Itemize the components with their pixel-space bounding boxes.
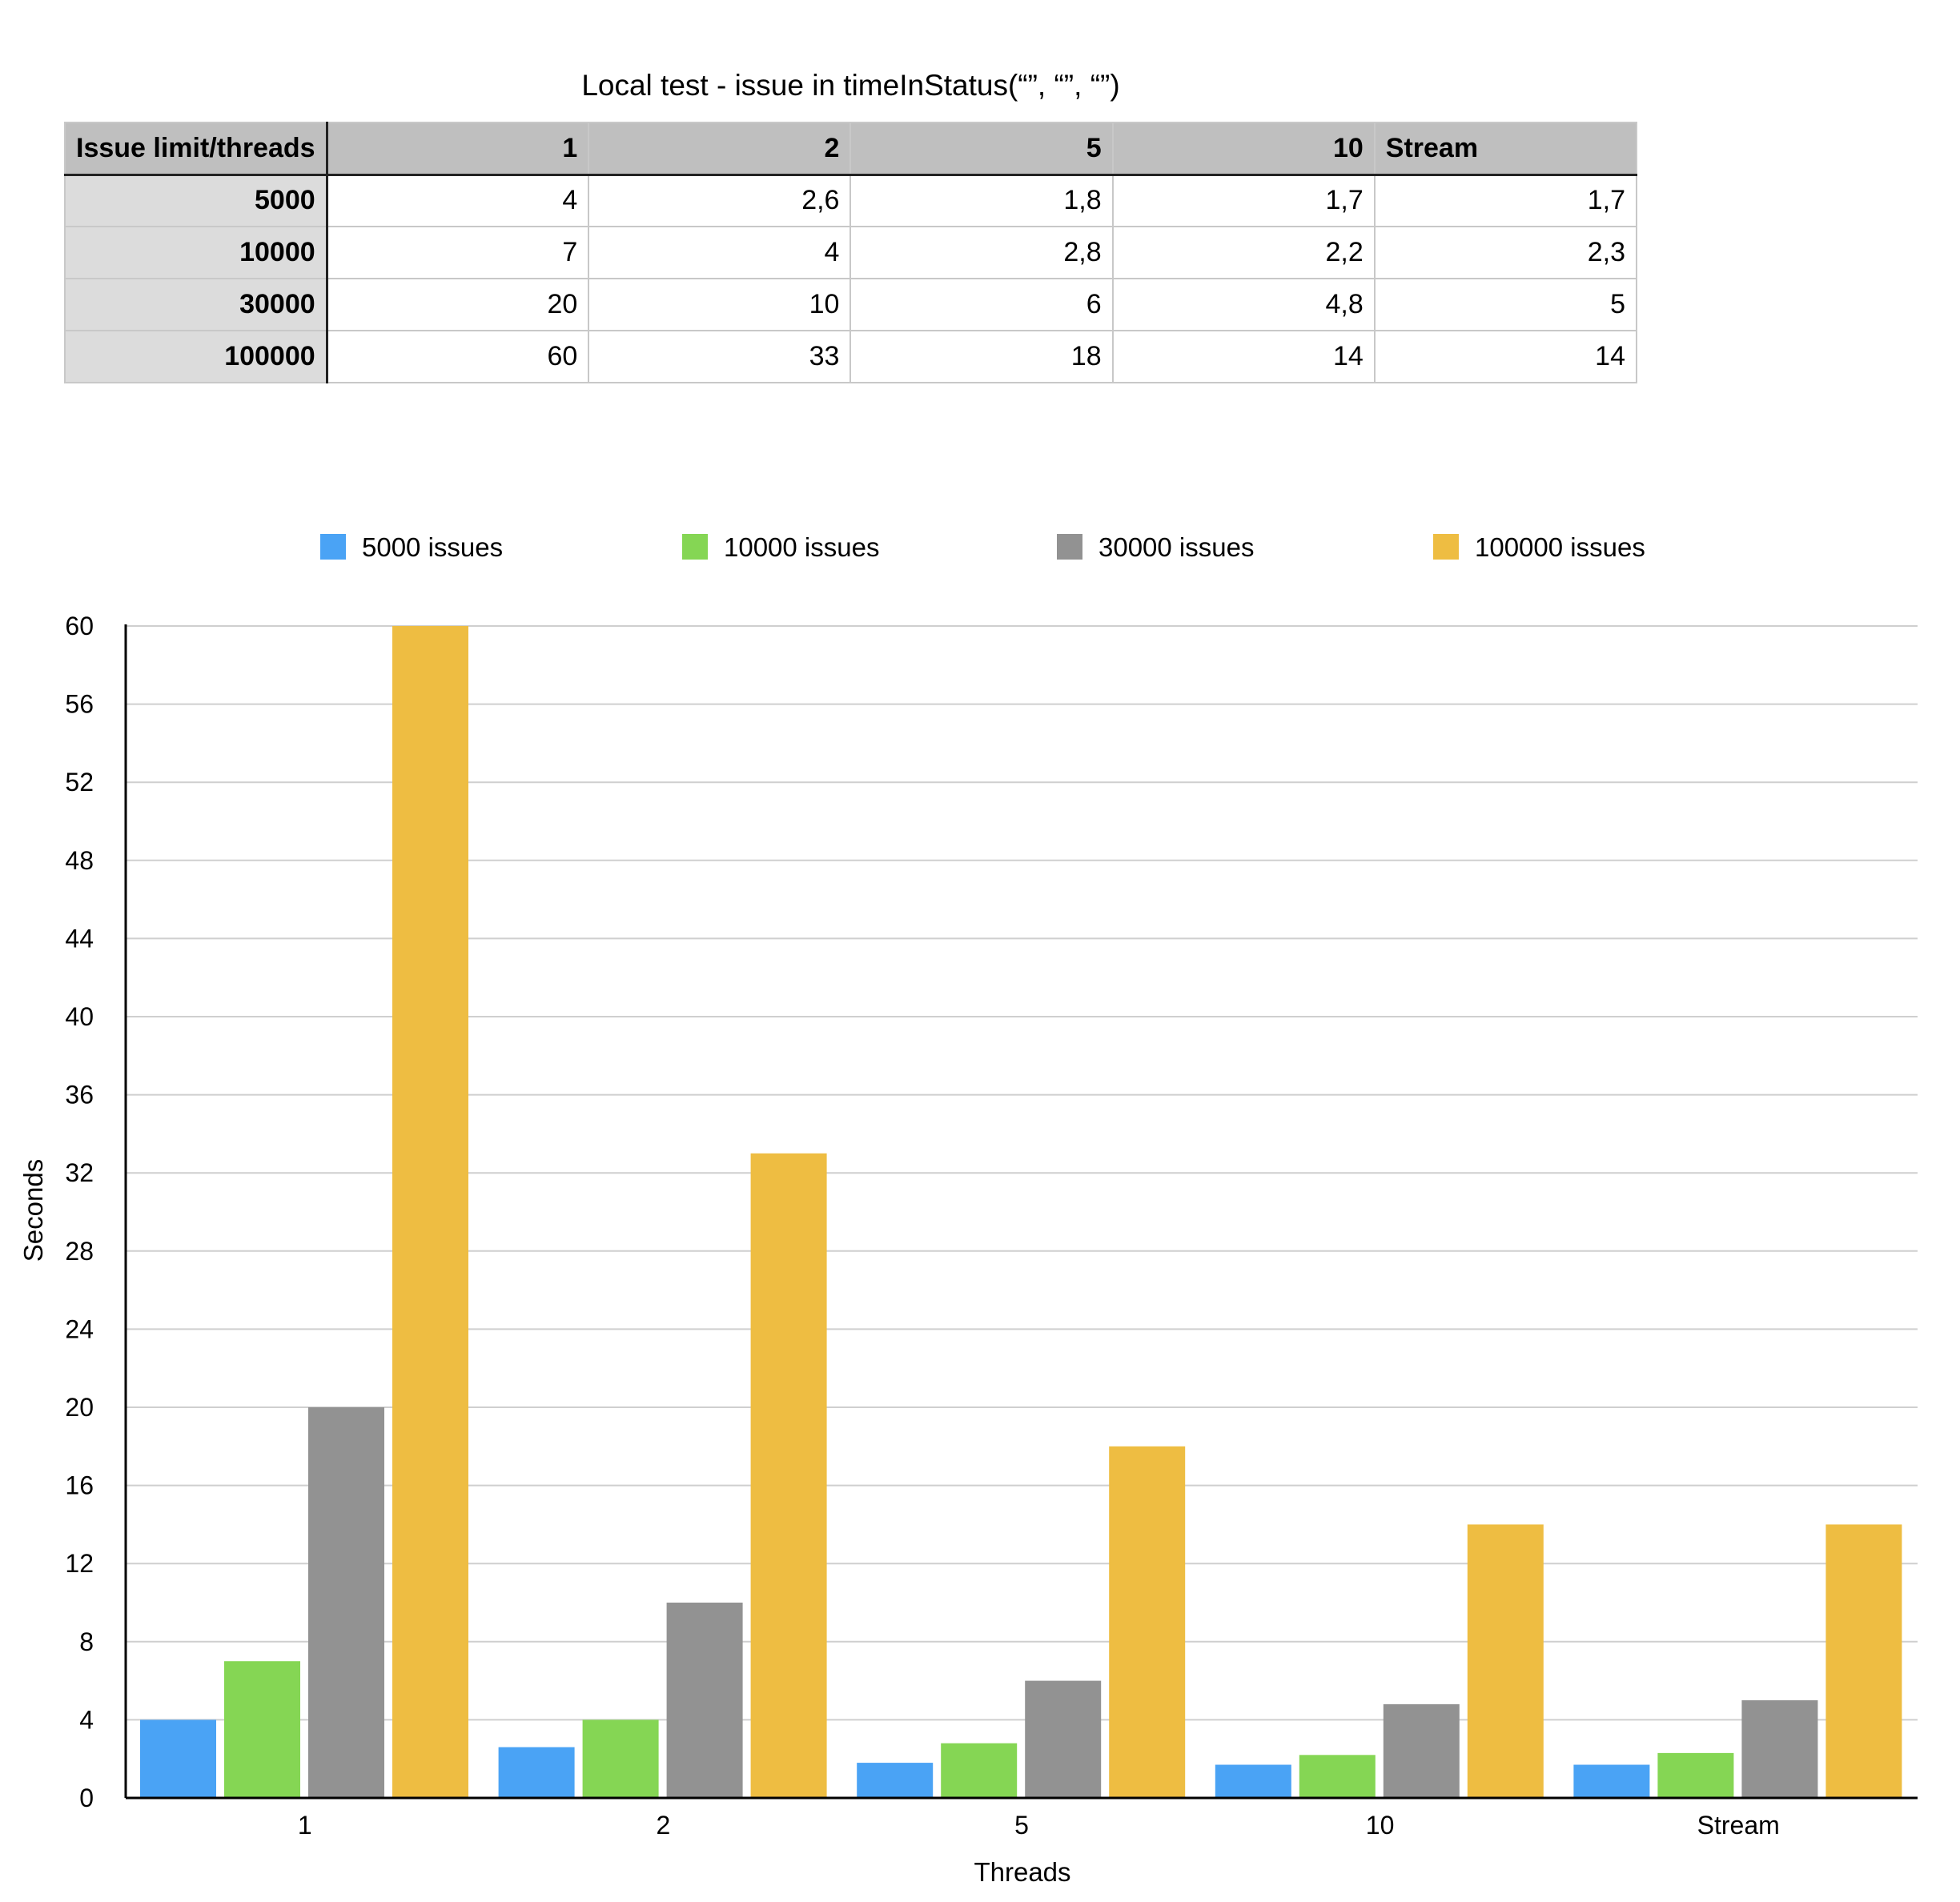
table-cell: 2,8 xyxy=(849,226,1114,279)
bar xyxy=(1215,1764,1291,1798)
data-table: Issue limit/threads 1 2 5 10 Stream 5000… xyxy=(63,122,1638,383)
bar xyxy=(857,1763,934,1798)
legend-swatch xyxy=(1057,534,1082,560)
y-tick-label: 60 xyxy=(65,612,94,640)
table-row: 100000 60 33 18 14 14 xyxy=(63,330,1638,383)
bar xyxy=(308,1407,384,1798)
bar xyxy=(666,1603,743,1798)
table-cell: 33 xyxy=(588,330,852,383)
row-header: 5000 xyxy=(63,174,328,227)
table-cell: 7 xyxy=(326,226,590,279)
table-cell: 18 xyxy=(849,330,1114,383)
chart-legend: 5000 issues 10000 issues 30000 issues 10000… xyxy=(320,532,1645,562)
table-cell: 2,2 xyxy=(1111,226,1376,279)
bar xyxy=(1467,1524,1544,1798)
legend-swatch xyxy=(682,534,708,560)
row-header: 30000 xyxy=(63,278,328,331)
bar xyxy=(750,1153,827,1798)
table-cell: 1,8 xyxy=(849,174,1114,227)
y-tick-label: 56 xyxy=(65,690,94,719)
table-cell: 5 xyxy=(1373,278,1638,331)
column-header: 5 xyxy=(849,122,1114,176)
bar xyxy=(140,1719,216,1798)
y-tick-label: 44 xyxy=(65,924,94,953)
y-tick-label: 28 xyxy=(65,1237,94,1266)
bar xyxy=(1741,1700,1818,1798)
x-axis-ticks: 1 2 5 10 Stream xyxy=(298,1811,1780,1840)
legend-label: 10000 issues xyxy=(724,532,879,562)
column-header: 1 xyxy=(326,122,590,176)
legend-label: 30000 issues xyxy=(1098,532,1254,562)
bar xyxy=(1109,1446,1186,1798)
table-cell: 2,3 xyxy=(1373,226,1638,279)
y-tick-label: 20 xyxy=(65,1393,94,1422)
column-header: 10 xyxy=(1111,122,1376,176)
row-header: 10000 xyxy=(63,226,328,279)
bar xyxy=(1657,1752,1734,1798)
bar xyxy=(1025,1680,1102,1798)
x-tick-label: 5 xyxy=(1014,1811,1029,1840)
table-cell: 6 xyxy=(849,278,1114,331)
bar xyxy=(941,1743,1018,1798)
table-cell: 1,7 xyxy=(1111,174,1376,227)
y-tick-label: 4 xyxy=(79,1705,94,1734)
y-tick-label: 24 xyxy=(65,1314,94,1343)
table-cell: 4,8 xyxy=(1111,278,1376,331)
x-tick-label: Stream xyxy=(1697,1811,1780,1840)
table-cell: 14 xyxy=(1111,330,1376,383)
y-tick-label: 32 xyxy=(65,1158,94,1187)
y-tick-label: 16 xyxy=(65,1471,94,1500)
bar xyxy=(1299,1755,1376,1798)
bar xyxy=(1383,1703,1460,1798)
legend-swatch xyxy=(1433,534,1459,560)
table-cell: 20 xyxy=(326,278,590,331)
legend-label: 100000 issues xyxy=(1475,532,1645,562)
table-cell: 4 xyxy=(588,226,852,279)
chart-axes xyxy=(124,624,1918,1800)
y-tick-label: 12 xyxy=(65,1549,94,1578)
legend-label: 5000 issues xyxy=(362,532,503,562)
table-row: 5000 4 2,6 1,8 1,7 1,7 xyxy=(63,174,1638,227)
x-tick-label: 10 xyxy=(1366,1811,1395,1840)
table-cell: 60 xyxy=(326,330,590,383)
table-cell: 2,6 xyxy=(588,174,852,227)
table-cell: 14 xyxy=(1373,330,1638,383)
x-tick-label: 1 xyxy=(298,1811,312,1840)
column-header: 2 xyxy=(588,122,852,176)
bar xyxy=(1825,1524,1902,1798)
y-tick-label: 52 xyxy=(65,768,94,797)
x-axis-title: Threads xyxy=(974,1857,1070,1887)
table-cell: 1,7 xyxy=(1373,174,1638,227)
row-header: 100000 xyxy=(63,330,328,383)
table-header-row: Issue limit/threads 1 2 5 10 Stream xyxy=(63,122,1638,176)
bar xyxy=(224,1661,300,1798)
bar xyxy=(582,1719,659,1798)
bar xyxy=(498,1747,575,1798)
table-corner-header: Issue limit/threads xyxy=(63,122,328,176)
y-tick-label: 8 xyxy=(79,1627,94,1656)
x-tick-label: 2 xyxy=(657,1811,671,1840)
y-tick-label: 36 xyxy=(65,1081,94,1110)
table-cell: 4 xyxy=(326,174,590,227)
y-axis-title: Seconds xyxy=(18,1159,48,1262)
y-tick-label: 0 xyxy=(79,1784,94,1812)
table-row: 30000 20 10 6 4,8 5 xyxy=(63,278,1638,331)
y-tick-label: 48 xyxy=(65,846,94,875)
bar xyxy=(1573,1764,1650,1798)
chart-bars xyxy=(140,626,1902,1798)
column-header: Stream xyxy=(1373,122,1638,176)
legend-swatch xyxy=(320,534,346,560)
table-row: 10000 7 4 2,8 2,2 2,3 xyxy=(63,226,1638,279)
bar xyxy=(392,626,468,1798)
y-tick-label: 40 xyxy=(65,1002,94,1031)
table-cell: 10 xyxy=(588,278,852,331)
table-title: Local test - issue in timeInStatus(“”, “… xyxy=(581,69,1120,102)
